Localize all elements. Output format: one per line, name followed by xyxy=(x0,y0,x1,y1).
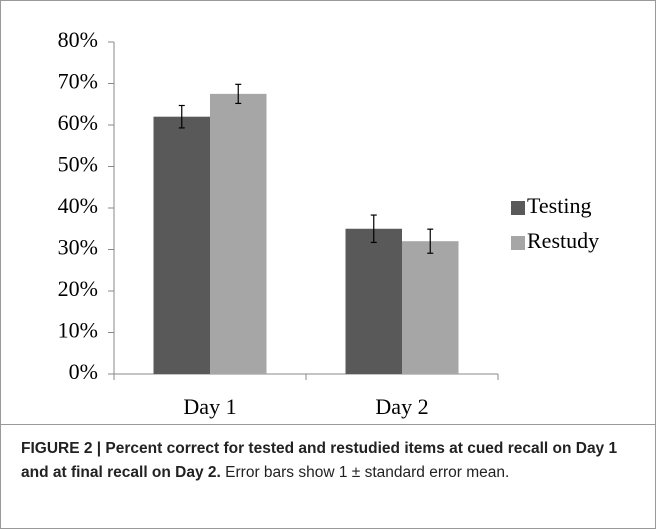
error-bar xyxy=(427,228,434,254)
error-bar xyxy=(235,83,242,105)
chart: 0% 10% 20% 30% 40% 50% 60% 70% 80% Day 1 Day 2 Test… xyxy=(1,27,655,425)
y-tick-label: 0% xyxy=(69,359,98,384)
bar xyxy=(153,116,210,374)
y-tick-label: 30% xyxy=(58,235,98,260)
y-tick-label: 10% xyxy=(58,318,98,343)
x-tick-label: Day 1 xyxy=(183,394,236,419)
y-tick-label: 80% xyxy=(58,27,98,52)
bar xyxy=(210,93,267,374)
bar xyxy=(345,228,402,374)
y-tick-label: 60% xyxy=(58,110,98,135)
legend-swatch xyxy=(511,201,525,215)
y-tick-label: 70% xyxy=(58,69,98,94)
error-bar xyxy=(370,214,377,244)
caption-text: Error bars show 1 ± standard error mean. xyxy=(225,464,510,481)
y-tick-label: 50% xyxy=(58,152,98,177)
error-bar xyxy=(178,104,185,129)
bar xyxy=(402,241,459,374)
caption: FIGURE 2 | Percent correct for tested an… xyxy=(21,437,641,485)
x-tick-label: Day 2 xyxy=(375,394,428,419)
legend-swatch xyxy=(511,236,525,250)
y-tick-label: 20% xyxy=(58,276,98,301)
legend-label: Restudy xyxy=(527,228,599,253)
caption-title: FIGURE 2 | Percent correct for tested an… xyxy=(21,440,618,481)
y-tick-label: 40% xyxy=(58,193,98,218)
legend-label: Testing xyxy=(527,193,591,218)
